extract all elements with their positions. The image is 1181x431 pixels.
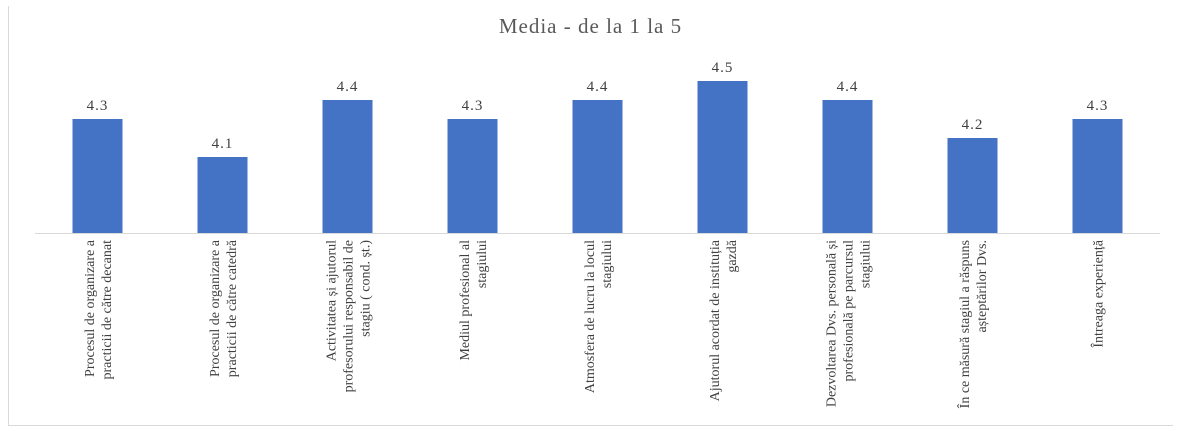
category-label-1: Procesul de organizare a practicii de căt… — [83, 239, 115, 379]
bar-1 — [72, 119, 123, 233]
data-label-8: 4.2 — [962, 117, 984, 133]
category-label-8: În ce măsură stagiul a răspuns așteptăril… — [956, 240, 990, 408]
category-label-5: Atmosfera de lucru la locul stagiului — [583, 240, 615, 393]
chart-frame — [8, 6, 1173, 426]
data-label-4: 4.3 — [462, 98, 484, 114]
bar-9 — [1072, 119, 1123, 233]
data-label-9: 4.3 — [1087, 98, 1109, 114]
category-label-3: Activitatea și ajutorul profesorului resp… — [325, 240, 374, 393]
bar-7 — [822, 100, 873, 233]
data-label-7: 4.4 — [837, 79, 859, 95]
bar-5 — [572, 100, 623, 233]
data-label-2: 4.1 — [212, 136, 234, 152]
bar-6 — [697, 81, 748, 233]
category-label-6: Ajutorul acordat de instituția gazdă — [708, 239, 740, 401]
data-label-1: 4.3 — [87, 98, 109, 114]
category-label-2: Procesul de organizare a practicii de căt… — [208, 239, 240, 377]
category-label-4: Mediul profesional al stagiului — [458, 240, 490, 361]
data-label-5: 4.4 — [587, 79, 609, 95]
bar-2 — [197, 157, 248, 233]
data-label-3: 4.4 — [337, 79, 359, 95]
svg-text:În ce măsură stagiul a răspuns: În ce măsură stagiul a răspuns așteptăril… — [956, 240, 990, 408]
data-label-6: 4.5 — [712, 60, 734, 76]
svg-text:Dezvoltarea Dvs. personală șip: Dezvoltarea Dvs. personală și profesional… — [825, 240, 874, 407]
category-label-7: Dezvoltarea Dvs. personală și profesional… — [825, 240, 874, 407]
svg-text:Ajutorul acordat de instituția: Ajutorul acordat de instituția gazdă — [708, 239, 740, 401]
bar-4 — [447, 119, 498, 233]
bar-8 — [947, 138, 998, 233]
category-label-9: Întreaga experiență — [1090, 239, 1107, 347]
chart-title: Media - de la 1 la 5 — [498, 14, 683, 38]
svg-text:Întreaga experiență: Întreaga experiență — [1090, 239, 1107, 347]
bar-3 — [322, 100, 373, 233]
